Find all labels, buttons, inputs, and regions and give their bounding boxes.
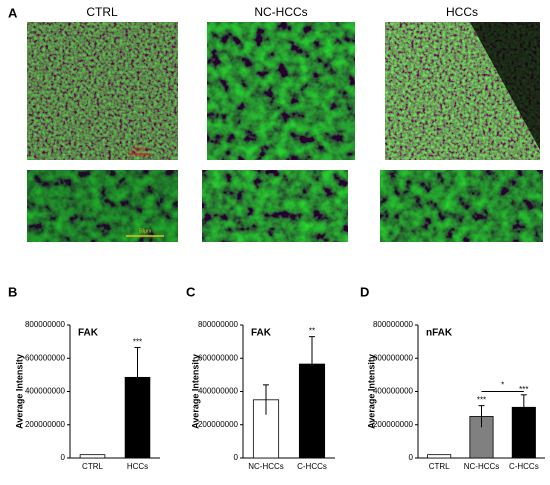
panel-label: C — [186, 284, 196, 299]
micrograph-shade — [470, 22, 540, 150]
bar — [427, 454, 452, 459]
significance: *** — [519, 385, 528, 394]
y-tick-label: 200000000 — [373, 420, 414, 429]
y-axis-label: Average Intensity — [14, 354, 24, 429]
y-tick-label: 0 — [409, 453, 414, 462]
y-tick-label: 200000000 — [25, 420, 66, 429]
x-tick-label: C-HCCs — [509, 462, 539, 471]
scale-bar-label: 50μm — [133, 146, 146, 152]
y-tick-label: 600000000 — [198, 353, 239, 362]
y-tick-label: 800000000 — [25, 320, 66, 329]
micrographs: 50μm 50μm — [27, 22, 543, 242]
x-tick-label: NC-HCCs — [464, 462, 500, 471]
y-tick-label: 400000000 — [198, 387, 239, 396]
micrograph — [27, 22, 178, 160]
scale-bar-label: 50μm — [139, 228, 152, 234]
x-tick-label: CTRL — [82, 462, 103, 471]
panel-label: D — [360, 284, 369, 299]
y-tick-label: 800000000 — [198, 320, 239, 329]
column-label: CTRL — [86, 5, 118, 19]
bracket-label: * — [501, 381, 504, 390]
micrograph — [207, 22, 355, 160]
x-tick-label: CTRL — [429, 462, 450, 471]
y-tick-label: 0 — [234, 453, 239, 462]
column-label: HCCs — [446, 5, 478, 19]
panel-label: B — [8, 284, 17, 299]
chart-title: nFAK — [426, 328, 453, 339]
micrograph — [380, 170, 543, 242]
column-label: NC-HCCs — [254, 5, 307, 19]
x-tick-label: NC-HCCs — [248, 462, 284, 471]
significance: ** — [309, 327, 315, 336]
panel-label: A — [8, 5, 18, 20]
y-tick-label: 0 — [61, 453, 66, 462]
y-tick-label: 400000000 — [373, 387, 414, 396]
micrograph — [27, 170, 178, 242]
x-tick-label: C-HCCs — [297, 462, 327, 471]
bar — [79, 454, 106, 459]
chart-title: FAK — [251, 328, 272, 339]
y-axis-label: Average Intensity — [366, 354, 376, 429]
significance: *** — [133, 338, 142, 347]
y-tick-label: 800000000 — [373, 320, 414, 329]
chart-title: FAK — [78, 328, 99, 339]
y-tick-label: 200000000 — [198, 420, 239, 429]
y-tick-label: 600000000 — [25, 353, 66, 362]
y-axis-label: Average Intensity — [190, 354, 200, 429]
x-tick-label: HCCs — [127, 462, 148, 471]
significance: *** — [477, 396, 486, 405]
y-tick-label: 400000000 — [25, 387, 66, 396]
micrograph — [202, 170, 348, 242]
y-tick-label: 600000000 — [373, 353, 414, 362]
